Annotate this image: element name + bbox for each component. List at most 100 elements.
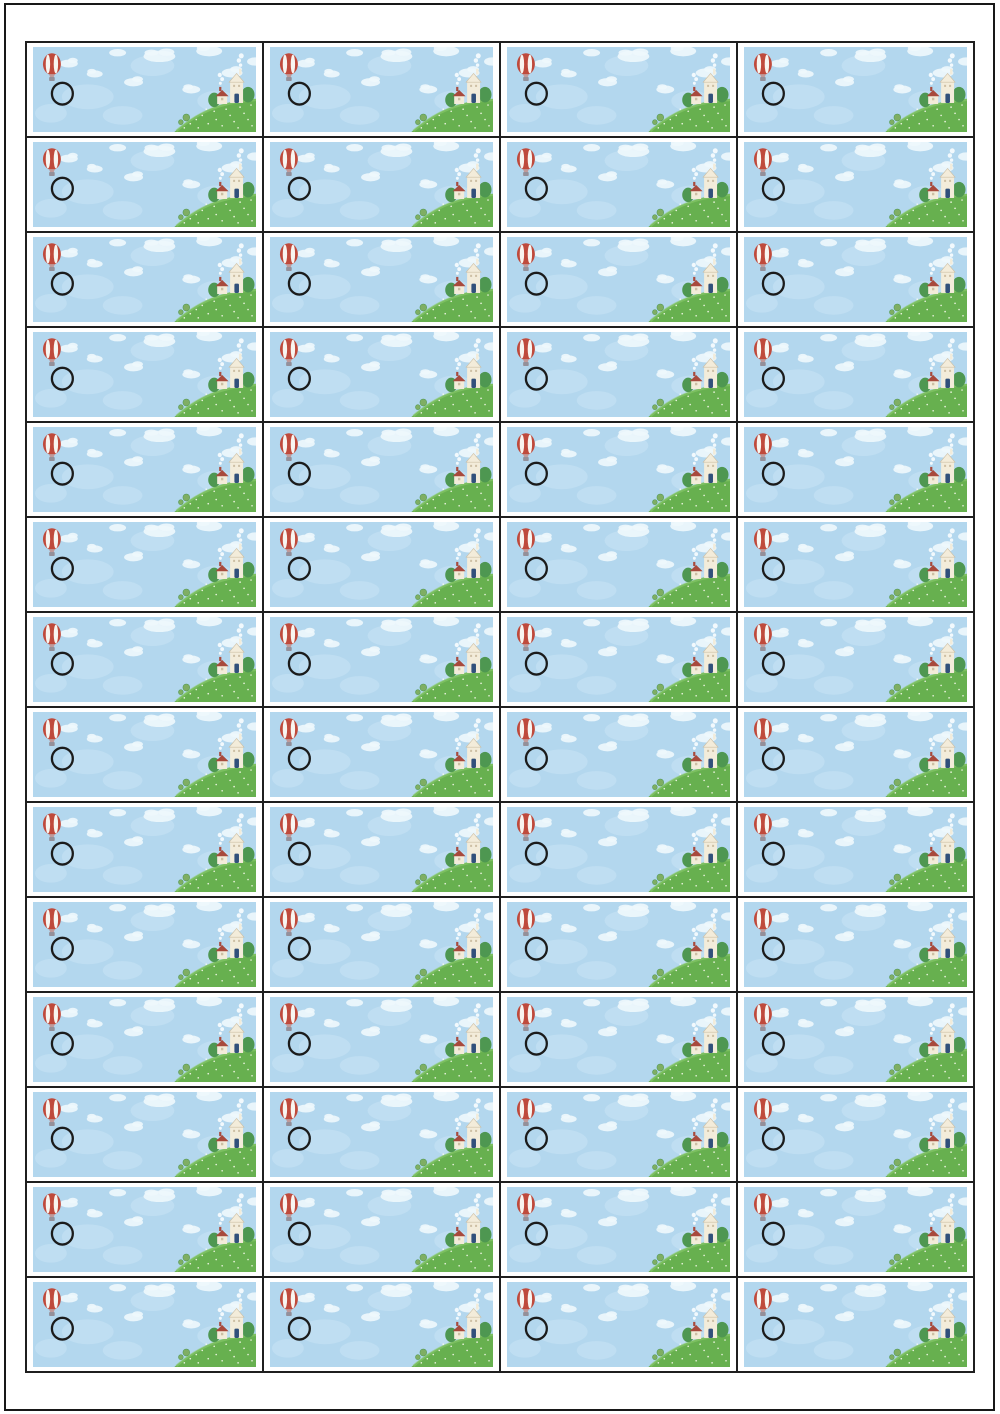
hot-air-balloon-icon (279, 528, 298, 556)
bush-icon (889, 1158, 901, 1170)
label-artwork (270, 427, 493, 512)
house-cream-icon (465, 638, 482, 673)
chimney-smoke-icon (454, 718, 481, 750)
label-cell (27, 993, 262, 1086)
label-cell (501, 518, 736, 611)
hot-air-balloon-icon (42, 338, 61, 366)
chimney-smoke-icon (928, 1003, 955, 1035)
label-grid (25, 41, 975, 1373)
photo-circle-placeholder (50, 366, 74, 391)
cloud-icon (59, 1282, 256, 1329)
cloud-icon (59, 902, 256, 949)
hot-air-balloon-icon (42, 908, 61, 936)
flower-dots-icon (894, 1149, 964, 1174)
cottage-red-roof-icon (215, 181, 229, 200)
chimney-smoke-icon (928, 433, 955, 465)
label-artwork (744, 712, 967, 797)
chimney-smoke-icon (454, 433, 481, 465)
label-cell (501, 43, 736, 136)
flower-dots-icon (894, 1244, 964, 1269)
bush-icon (178, 588, 190, 600)
chimney-smoke-icon (217, 1288, 244, 1320)
flower-dots-icon (420, 864, 490, 889)
label-cell (738, 803, 973, 896)
flower-dots-icon (894, 1339, 964, 1364)
label-artwork (507, 1092, 730, 1177)
house-cream-icon (702, 733, 719, 768)
hot-air-balloon-icon (279, 148, 298, 176)
chimney-smoke-icon (928, 813, 955, 845)
sky-texture (34, 1290, 238, 1360)
house-cream-icon (939, 353, 956, 388)
cloud-icon (770, 902, 967, 949)
label-cell (501, 423, 736, 516)
label-artwork (33, 142, 256, 227)
cottage-red-roof-icon (215, 561, 229, 580)
label-cell (27, 138, 262, 231)
cloud-icon (533, 902, 730, 949)
photo-circle-placeholder (50, 461, 74, 486)
cottage-red-roof-icon (926, 276, 940, 295)
cloud-icon (770, 427, 967, 474)
cloud-icon (296, 807, 493, 854)
photo-circle-placeholder (50, 936, 74, 961)
house-cream-icon (465, 733, 482, 768)
bush-icon (652, 1158, 664, 1170)
house-cream-icon (465, 828, 482, 863)
chimney-smoke-icon (454, 53, 481, 85)
bush-icon (889, 113, 901, 125)
cloud-icon (533, 712, 730, 759)
bush-icon (415, 493, 427, 505)
photo-circle-placeholder (50, 271, 74, 296)
flower-dots-icon (894, 104, 964, 129)
label-artwork (507, 427, 730, 512)
photo-circle-placeholder (287, 841, 311, 866)
label-cell (501, 138, 736, 231)
photo-circle-placeholder (287, 936, 311, 961)
chimney-smoke-icon (217, 718, 244, 750)
bush-icon (652, 1348, 664, 1360)
house-cream-icon (465, 1303, 482, 1338)
photo-circle-placeholder (524, 746, 548, 771)
cottage-red-roof-icon (452, 941, 466, 960)
cloud-icon (296, 142, 493, 189)
cloud-icon (770, 1187, 967, 1234)
chimney-smoke-icon (691, 623, 718, 655)
cottage-red-roof-icon (926, 86, 940, 105)
label-artwork (744, 807, 967, 892)
chimney-smoke-icon (454, 1193, 481, 1225)
cottage-red-roof-icon (452, 1131, 466, 1150)
label-cell (27, 423, 262, 516)
house-cream-icon (939, 923, 956, 958)
label-cell (501, 1088, 736, 1181)
flower-dots-icon (657, 484, 727, 509)
house-cream-icon (228, 353, 245, 388)
chimney-smoke-icon (454, 1003, 481, 1035)
photo-circle-placeholder (524, 841, 548, 866)
hot-air-balloon-icon (516, 1288, 535, 1316)
cottage-red-roof-icon (215, 86, 229, 105)
flower-dots-icon (183, 1054, 253, 1079)
flower-dots-icon (894, 864, 964, 889)
flower-dots-icon (420, 1244, 490, 1269)
flower-dots-icon (894, 484, 964, 509)
photo-circle-placeholder (524, 81, 548, 106)
label-cell (501, 803, 736, 896)
house-cream-icon (939, 258, 956, 293)
bush-icon (415, 1348, 427, 1360)
label-cell (738, 1088, 973, 1181)
cloud-icon (770, 1282, 967, 1329)
photo-circle-placeholder (50, 841, 74, 866)
flower-dots-icon (894, 959, 964, 984)
bush-icon (889, 493, 901, 505)
hot-air-balloon-icon (279, 813, 298, 841)
tree-icon (682, 181, 729, 203)
cloud-icon (59, 617, 256, 664)
photo-circle-placeholder (761, 841, 785, 866)
hot-air-balloon-icon (42, 243, 61, 271)
hot-air-balloon-icon (753, 243, 772, 271)
bush-icon (652, 493, 664, 505)
label-cell (264, 1183, 499, 1276)
cottage-red-roof-icon (926, 1321, 940, 1340)
house-cream-icon (702, 1208, 719, 1243)
